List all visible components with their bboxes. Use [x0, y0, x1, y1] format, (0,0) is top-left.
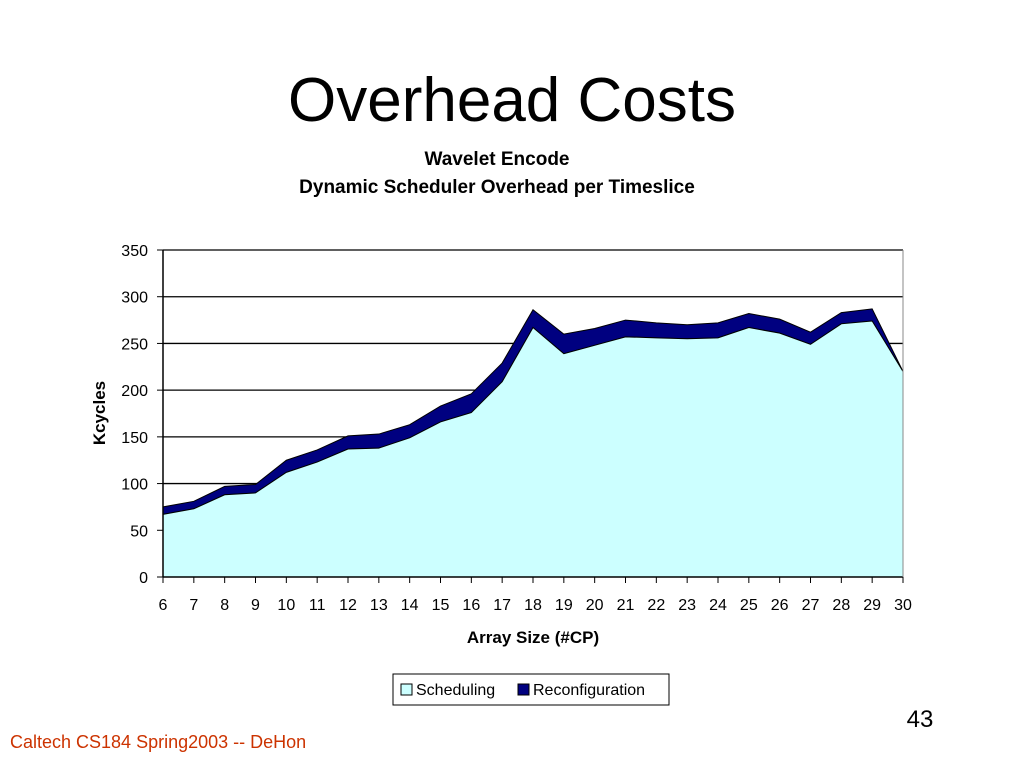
y-tick-label-0: 0	[139, 570, 148, 587]
x-tick-label-21: 21	[617, 597, 635, 614]
x-tick-label-28: 28	[832, 597, 850, 614]
legend: Scheduling Reconfiguration	[392, 673, 670, 706]
x-tick-label-8: 8	[220, 597, 229, 614]
x-tick-label-24: 24	[709, 597, 727, 614]
page-number: 43	[906, 706, 934, 733]
x-tick-label-19: 19	[555, 597, 573, 614]
legend-label-reconfiguration: Reconfiguration	[533, 682, 645, 699]
y-tick-label-150: 150	[121, 430, 148, 447]
x-tick-labels: 6 7 8 9 10 11 12 13 14 15 16 17 18 19 20 21 22 23 24 25 26 27…	[159, 597, 912, 614]
y-tick-label-350: 350	[121, 243, 148, 260]
x-tick-label-14: 14	[401, 597, 419, 614]
area-scheduling	[162, 320, 904, 578]
legend-swatch-scheduling	[400, 683, 413, 696]
x-tick-label-7: 7	[189, 597, 198, 614]
x-tick-label-30: 30	[894, 597, 912, 614]
y-tick-label-300: 300	[121, 290, 148, 307]
x-tick-label-11: 11	[309, 597, 326, 614]
x-tick-label-20: 20	[586, 597, 604, 614]
x-axis-label: Array Size (#CP)	[467, 628, 599, 647]
x-tick-label-27: 27	[802, 597, 820, 614]
x-tick-label-23: 23	[678, 597, 696, 614]
y-tick-label-200: 200	[121, 383, 148, 400]
x-tick-label-6: 6	[159, 597, 168, 614]
y-tick-label-250: 250	[121, 336, 148, 353]
chart-title: Wavelet Encode	[424, 149, 569, 170]
x-tick-label-26: 26	[771, 597, 789, 614]
legend-label-scheduling: Scheduling	[416, 682, 495, 699]
slide-title: Overhead Costs	[288, 66, 736, 135]
y-tick-labels: 0 50 100 150 200 250 300 350	[121, 243, 148, 587]
x-tick-label-18: 18	[524, 597, 542, 614]
y-axis-label: Kcycles	[90, 381, 109, 445]
x-tick-label-15: 15	[432, 597, 450, 614]
x-tick-label-16: 16	[462, 597, 480, 614]
x-tick-label-13: 13	[370, 597, 388, 614]
chart-subtitle: Dynamic Scheduler Overhead per Timeslice	[299, 177, 695, 198]
legend-swatch-reconfiguration	[517, 683, 530, 696]
legend-box	[392, 673, 670, 706]
y-tick-label-50: 50	[130, 523, 148, 540]
x-tick-label-12: 12	[339, 597, 357, 614]
footer-text: Caltech CS184 Spring2003 -- DeHon	[10, 732, 307, 752]
axes	[157, 249, 904, 583]
x-tick-label-9: 9	[251, 597, 260, 614]
x-tick-label-22: 22	[647, 597, 665, 614]
x-tick-label-17: 17	[493, 597, 511, 614]
x-tick-label-25: 25	[740, 597, 758, 614]
x-tick-label-29: 29	[863, 597, 881, 614]
x-tick-label-10: 10	[277, 597, 295, 614]
areas	[162, 308, 904, 578]
y-tick-label-100: 100	[121, 477, 148, 494]
